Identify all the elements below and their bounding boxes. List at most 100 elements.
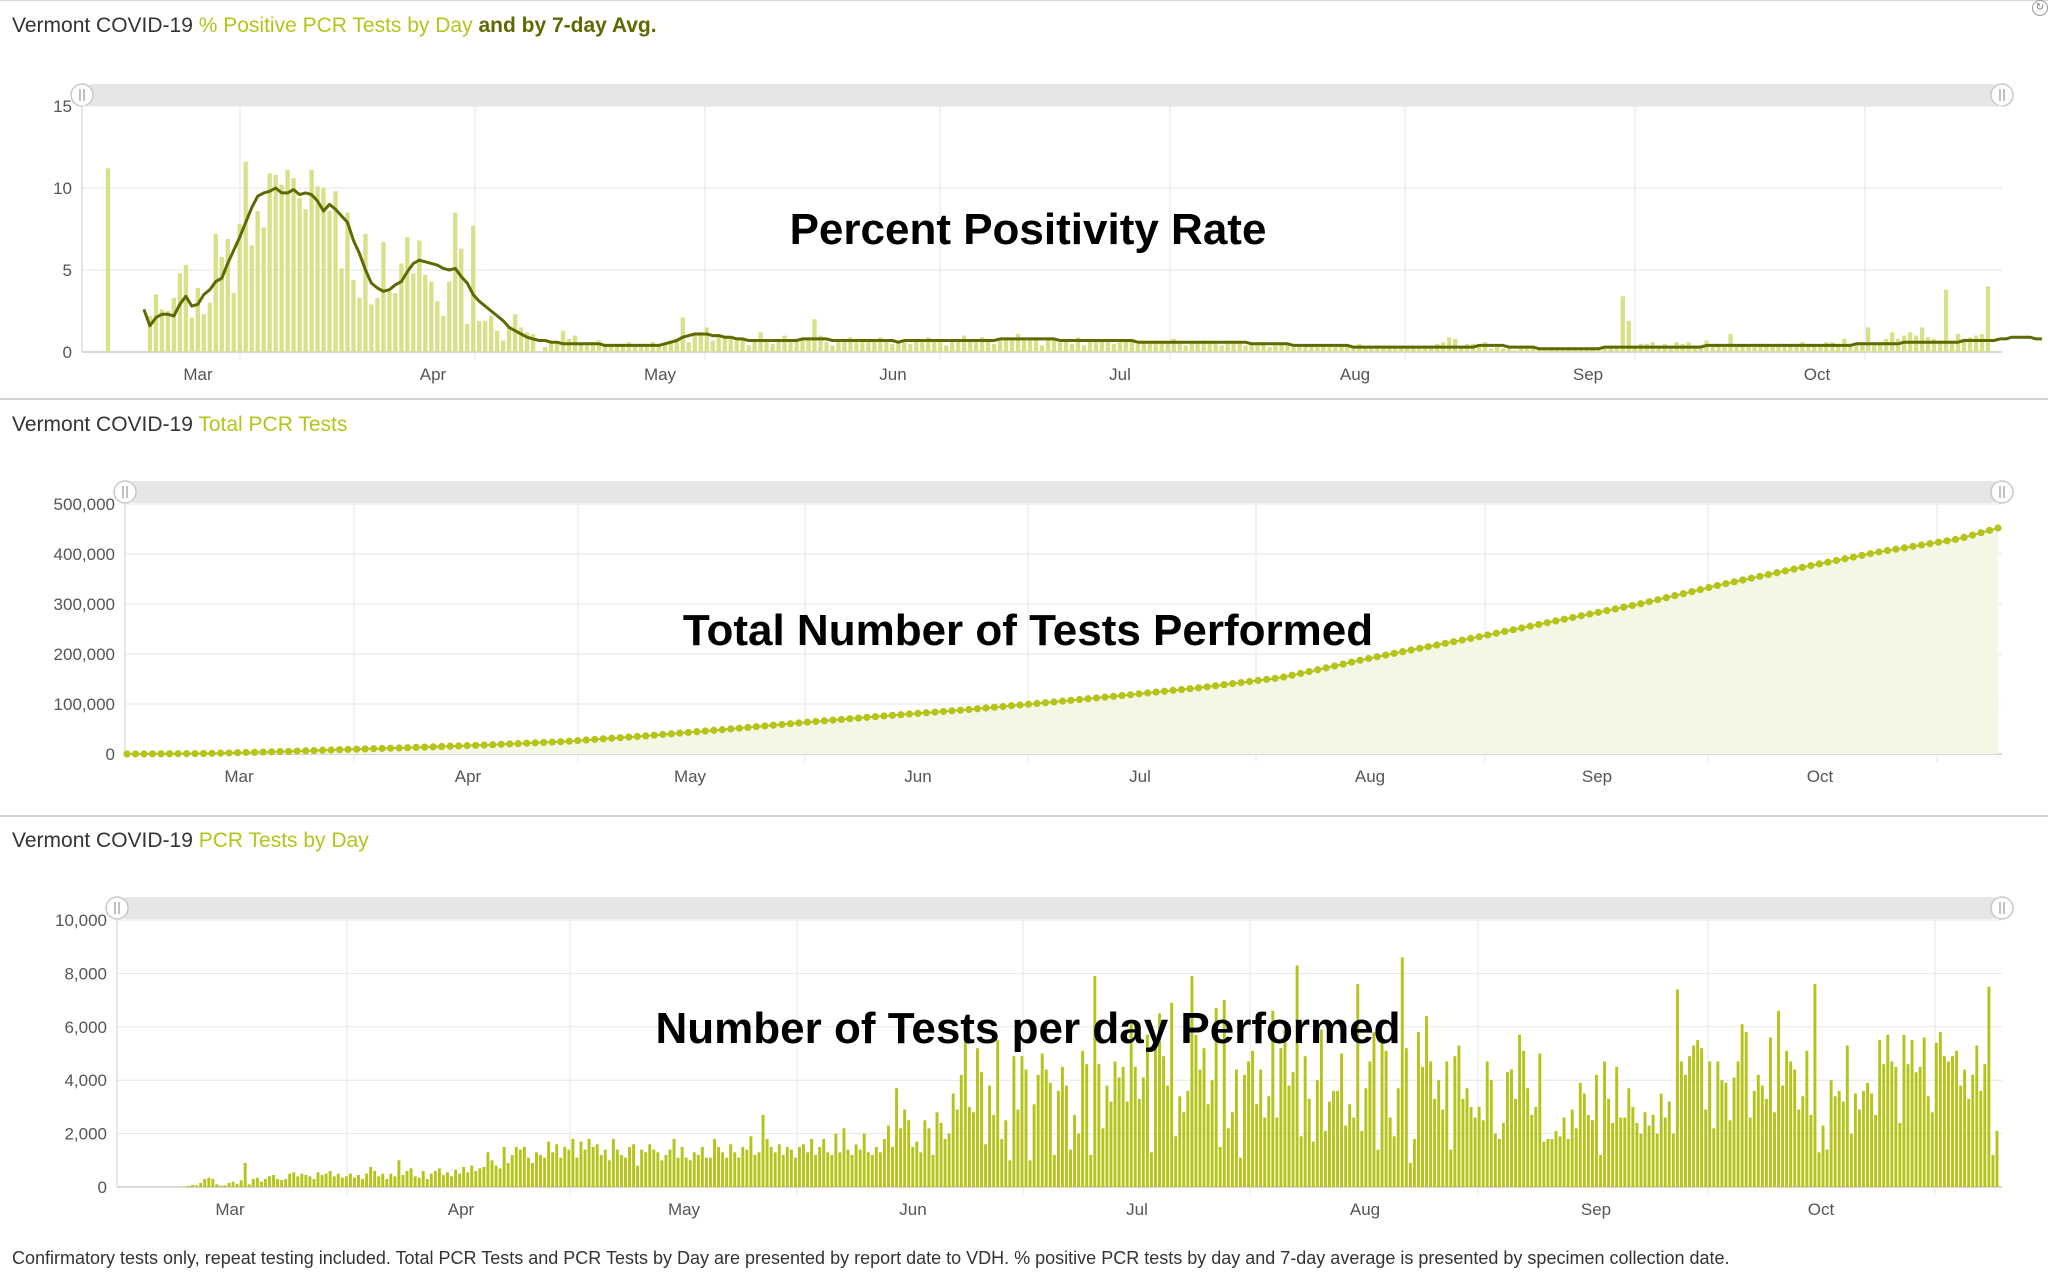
daily-tests-bar <box>1198 1069 1202 1187</box>
daily-tests-bar <box>984 1144 988 1187</box>
positivity-bar <box>237 224 242 352</box>
cumulative-point <box>1594 608 1602 616</box>
cumulative-point <box>591 735 599 744</box>
daily-tests-bar <box>308 1176 312 1187</box>
positivity-bar <box>171 297 177 352</box>
scroll-track[interactable] <box>82 84 2002 106</box>
cumulative-point <box>421 743 429 751</box>
daily-tests-bar <box>1684 1074 1687 1187</box>
scroll-track[interactable] <box>117 897 2002 919</box>
positivity-bar <box>1961 338 1967 352</box>
cumulative-point <box>1968 531 1977 539</box>
daily-tests-bar <box>980 1072 983 1187</box>
positivity-bar <box>512 314 518 352</box>
daily-tests-bar <box>1388 1117 1392 1187</box>
daily-tests-bar <box>1833 1096 1837 1187</box>
scroll-handle-left[interactable] <box>113 480 137 504</box>
daily-tests-bar <box>1323 1130 1327 1187</box>
positivity-bar <box>596 340 602 352</box>
panel1-title-avg: and by 7-day Avg. <box>472 14 657 37</box>
scroll-handle-right[interactable] <box>1990 896 2014 920</box>
daily-tests-bar <box>1971 1074 1975 1187</box>
cumulative-point <box>1926 540 1934 548</box>
daily-tests-bar <box>1987 986 1991 1187</box>
daily-tests-bar <box>1595 1074 1598 1187</box>
cumulative-point <box>701 727 709 735</box>
daily-tests-bar <box>895 1088 899 1187</box>
scroll-handle-right[interactable] <box>1990 480 2014 504</box>
cumulative-point <box>659 730 667 739</box>
panel-divider <box>0 815 2048 817</box>
positivity-bar <box>997 338 1003 352</box>
daily-tests-bar <box>235 1183 239 1187</box>
daily-tests-bar <box>559 1157 563 1187</box>
positivity-bar <box>812 319 817 352</box>
positivity-bar <box>542 347 548 352</box>
positivity-bar <box>1848 343 1853 352</box>
cumulative-point <box>1645 598 1653 606</box>
cumulative-point <box>982 704 990 712</box>
daily-tests-bar <box>1226 1128 1230 1187</box>
positivity-bar <box>1207 342 1212 352</box>
panel-divider <box>0 398 2048 400</box>
daily-tests-bar <box>1793 1069 1797 1187</box>
daily-tests-bar <box>1251 1050 1255 1187</box>
scroll-track[interactable] <box>125 481 2002 503</box>
daily-tests-bar <box>1857 1109 1861 1187</box>
cumulative-point <box>1280 673 1288 681</box>
scroll-handle-right[interactable] <box>1990 83 2014 107</box>
cumulative-point <box>599 735 607 743</box>
positivity-bar <box>584 345 590 352</box>
cumulative-point <box>633 732 641 741</box>
cumulative-point <box>514 739 522 748</box>
positivity-bar <box>1075 337 1081 352</box>
daily-tests-bar <box>1530 1114 1534 1187</box>
daily-tests-bar <box>1048 1082 1052 1187</box>
daily-tests-bar <box>1752 1090 1756 1187</box>
daily-tests-bar <box>692 1152 696 1187</box>
positivity-bar <box>1183 345 1188 352</box>
daily-tests-bar <box>842 1128 846 1187</box>
daily-tests-bar <box>563 1146 567 1187</box>
positivity-bar <box>159 309 165 352</box>
daily-tests-bar <box>1639 1133 1643 1187</box>
positivity-bar <box>914 340 919 352</box>
y-tick-label: 500,000 <box>54 495 115 514</box>
scroll-handle-left[interactable] <box>105 896 129 920</box>
positivity-bar <box>411 273 416 352</box>
cumulative-point <box>1730 578 1738 586</box>
daily-tests-bar <box>494 1165 498 1187</box>
daily-tests-bar <box>377 1176 381 1187</box>
cumulative-point <box>1509 626 1517 634</box>
positivity-bar <box>453 212 458 352</box>
daily-tests-bar <box>1453 1056 1457 1187</box>
positivity-bar <box>423 274 428 352</box>
daily-tests-bar <box>1959 1085 1963 1187</box>
daily-tests-bar <box>1291 1072 1295 1187</box>
positivity-bar <box>165 311 171 352</box>
daily-tests-bar <box>1283 1029 1287 1187</box>
daily-tests-bar <box>211 1178 215 1187</box>
cumulative-point <box>293 747 301 755</box>
cumulative-point <box>1934 538 1943 546</box>
cumulative-point <box>608 734 616 742</box>
daily-tests-bar <box>1894 1066 1898 1187</box>
daily-tests-bar <box>454 1169 458 1187</box>
positivity-bar <box>644 347 650 352</box>
daily-tests-bar <box>421 1170 425 1187</box>
positivity-bar <box>1860 342 1865 352</box>
positivity-bar <box>1129 342 1134 352</box>
positivity-bar <box>518 327 524 352</box>
daily-tests-bar <box>1497 1138 1501 1187</box>
positivity-bar <box>1866 327 1871 352</box>
positivity-bar <box>890 343 895 352</box>
daily-tests-bar <box>943 1138 947 1187</box>
daily-tests-bar <box>1554 1130 1558 1187</box>
daily-tests-bar <box>1222 1000 1226 1187</box>
daily-tests-bar <box>1643 1112 1647 1187</box>
positivity-bar <box>1141 340 1146 352</box>
x-tick-label-sep: Sep <box>1582 767 1612 786</box>
scroll-handle-left[interactable] <box>70 83 94 107</box>
daily-tests-bar <box>502 1146 506 1187</box>
positivity-bar <box>962 335 967 352</box>
